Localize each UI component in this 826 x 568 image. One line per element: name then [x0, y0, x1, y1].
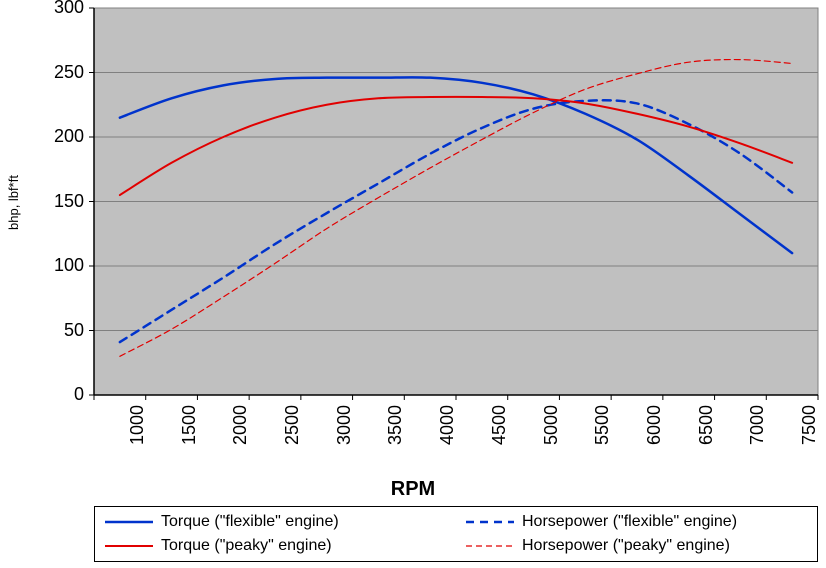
- x-tick-label: 1500: [179, 405, 200, 455]
- legend: Torque ("flexible" engine) Horsepower ("f…: [94, 506, 818, 562]
- x-tick-label: 4000: [437, 405, 458, 455]
- x-tick-label: 3000: [334, 405, 355, 455]
- legend-item: Horsepower ("peaky" engine): [466, 537, 807, 555]
- engine-curves-chart: bhp, lbf*ft RPM Torque ("flexible" engin…: [0, 0, 826, 568]
- x-tick-label: 3500: [385, 405, 406, 455]
- y-tick-label: 100: [44, 255, 84, 276]
- legend-item: Torque ("peaky" engine): [105, 537, 446, 555]
- legend-item: Torque ("flexible" engine): [105, 513, 446, 531]
- legend-swatch: [105, 539, 153, 553]
- x-tick-label: 1000: [127, 405, 148, 455]
- y-axis-label: bhp, lbf*ft: [6, 175, 21, 230]
- x-tick-label: 7000: [747, 405, 768, 455]
- legend-swatch: [105, 515, 153, 529]
- legend-swatch: [466, 515, 514, 529]
- y-tick-label: 0: [44, 384, 84, 405]
- legend-label: Horsepower ("flexible" engine): [522, 513, 737, 531]
- x-tick-label: 7500: [799, 405, 820, 455]
- x-tick-label: 6500: [696, 405, 717, 455]
- y-tick-label: 50: [44, 320, 84, 341]
- legend-label: Torque ("flexible" engine): [161, 513, 339, 531]
- x-tick-label: 5500: [592, 405, 613, 455]
- legend-label: Torque ("peaky" engine): [161, 537, 332, 555]
- y-tick-label: 300: [44, 0, 84, 18]
- legend-item: Horsepower ("flexible" engine): [466, 513, 807, 531]
- x-tick-label: 4500: [489, 405, 510, 455]
- legend-swatch: [466, 539, 514, 553]
- x-tick-label: 2500: [282, 405, 303, 455]
- x-tick-label: 2000: [230, 405, 251, 455]
- y-tick-label: 150: [44, 191, 84, 212]
- x-axis-label: RPM: [0, 478, 826, 501]
- y-tick-label: 250: [44, 62, 84, 83]
- x-tick-label: 5000: [541, 405, 562, 455]
- y-tick-label: 200: [44, 126, 84, 147]
- legend-label: Horsepower ("peaky" engine): [522, 537, 730, 555]
- x-tick-label: 6000: [644, 405, 665, 455]
